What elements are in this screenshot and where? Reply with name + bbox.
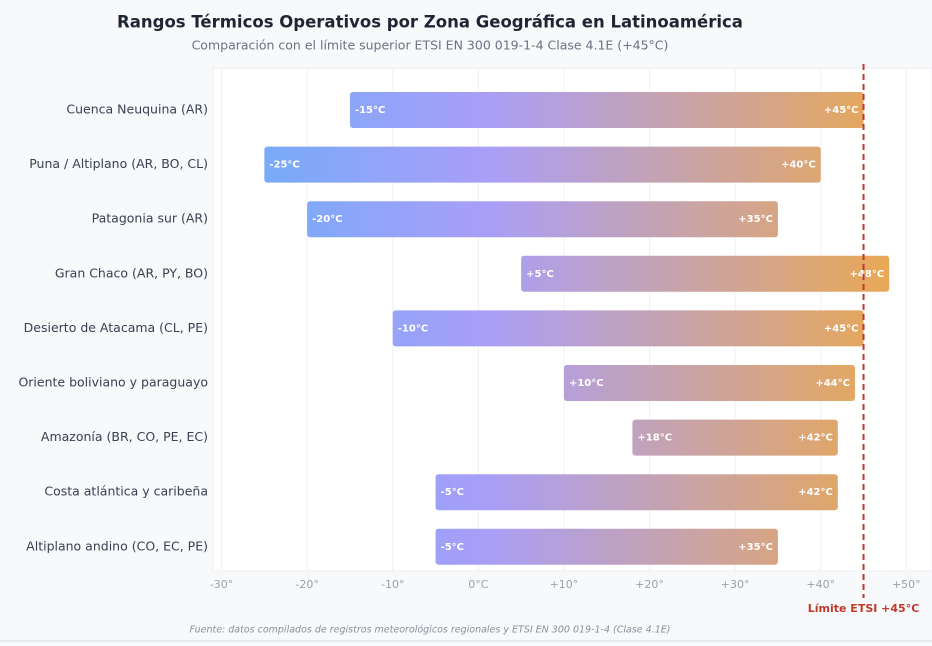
category-label: Gran Chaco (AR, PY, BO) — [55, 265, 208, 280]
range-bar — [521, 255, 890, 292]
category-label: Cuenca Neuquina (AR) — [66, 102, 208, 117]
x-tick-label: 0°C — [468, 578, 488, 591]
category-label: Altiplano andino (CO, EC, PE) — [26, 538, 208, 553]
min-label: -5°C — [441, 542, 464, 553]
source-note: Fuente: datos compilados de registros me… — [190, 625, 671, 636]
min-label: -10°C — [398, 323, 428, 334]
category-label: Puna / Altiplano (AR, BO, CL) — [29, 156, 208, 171]
min-label: +10°C — [569, 378, 604, 389]
x-tick-label: +10° — [550, 578, 579, 591]
min-label: -15°C — [355, 105, 385, 116]
range-bar — [307, 201, 778, 238]
max-label: +45°C — [824, 323, 859, 334]
range-bar — [435, 528, 778, 565]
x-tick-label: -10° — [381, 578, 404, 591]
min-label: -20°C — [312, 214, 342, 225]
max-label: +35°C — [738, 542, 773, 553]
min-label: +5°C — [526, 269, 554, 280]
max-label: +35°C — [738, 214, 773, 225]
range-bar — [349, 92, 864, 128]
range-bar — [435, 474, 838, 511]
max-label: +45°C — [824, 105, 859, 116]
range-bar — [264, 146, 821, 183]
category-label: Costa atlántica y caribeña — [44, 484, 208, 499]
reference-label: Límite ETSI +45°C — [808, 602, 920, 615]
category-label: Amazonía (BR, CO, PE, EC) — [41, 429, 208, 444]
min-label: +18°C — [637, 433, 672, 444]
chart-title: Rangos Térmicos Operativos por Zona Geog… — [117, 13, 743, 32]
x-tick-label: -20° — [295, 578, 318, 591]
x-tick-label: +30° — [721, 578, 750, 591]
max-label: +44°C — [815, 378, 850, 389]
min-label: -5°C — [441, 487, 464, 498]
category-label: Oriente boliviano y paraguayo — [18, 375, 208, 390]
category-label: Desierto de Atacama (CL, PE) — [24, 320, 208, 335]
max-label: +48°C — [850, 269, 885, 280]
category-label: Patagonia sur (AR) — [92, 211, 208, 226]
x-tick-label: +40° — [806, 578, 835, 591]
max-label: +40°C — [781, 160, 816, 171]
chart-subtitle: Comparación con el límite superior ETSI … — [192, 38, 669, 53]
range-bar — [392, 310, 864, 347]
max-label: +42°C — [798, 487, 833, 498]
x-tick-label: +20° — [635, 578, 664, 591]
min-label: -25°C — [269, 160, 299, 171]
range-bar — [563, 365, 855, 401]
range-bar — [632, 419, 838, 456]
max-label: +42°C — [798, 433, 833, 444]
x-tick-label: -30° — [210, 578, 233, 591]
x-tick-label: +50° — [892, 578, 921, 591]
